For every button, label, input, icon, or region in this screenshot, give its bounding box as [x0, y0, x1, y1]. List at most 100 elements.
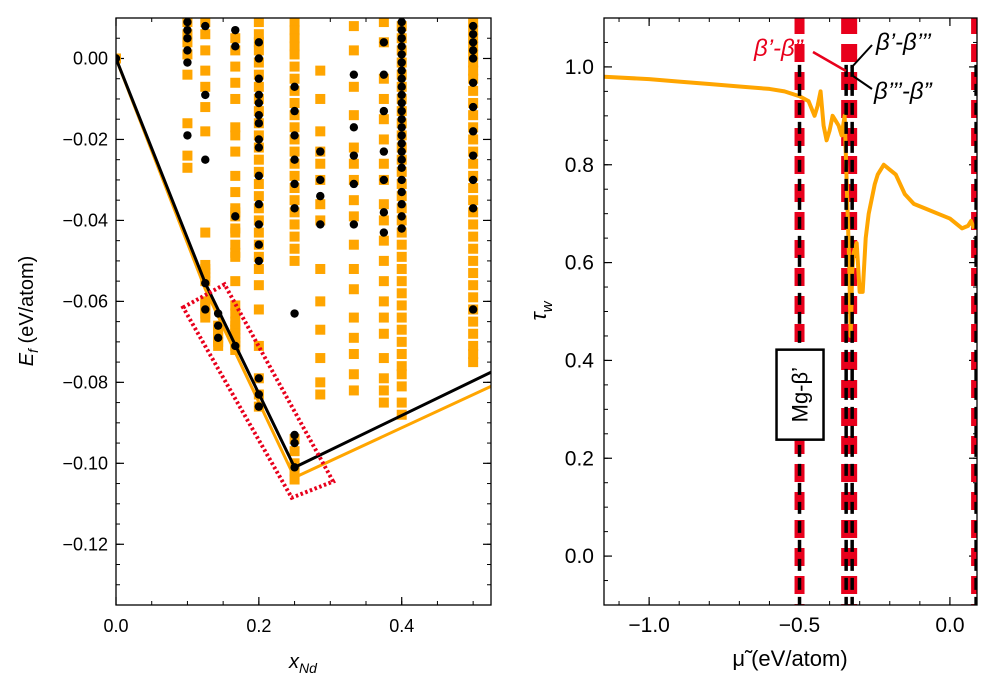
annotation-beta-prime-double: β’-β” — [753, 35, 804, 62]
dot-point-4-1 — [231, 42, 240, 51]
left-xlabel: xNd — [288, 651, 318, 676]
dot-point-7-1 — [316, 175, 325, 185]
square-point-9-18 — [378, 385, 389, 396]
square-point-6-20 — [289, 243, 300, 254]
square-point-5-15 — [253, 191, 264, 202]
square-point-1-7 — [182, 162, 193, 173]
square-point-5-0 — [253, 18, 264, 28]
dot-point-10-13 — [397, 123, 406, 132]
dot-point-2-3 — [201, 278, 210, 288]
square-point-4-15 — [230, 239, 241, 250]
square-point-8-12 — [348, 312, 359, 323]
right-ytick-label-1: 0.2 — [565, 447, 594, 470]
dot-point-10-3 — [397, 42, 406, 51]
square-point-6-26 — [289, 474, 300, 485]
dot-point-5-11 — [254, 220, 264, 229]
dot-point-10-23 — [397, 224, 406, 233]
square-point-10-20 — [396, 263, 407, 274]
square-point-11-24 — [468, 280, 479, 291]
dot-point-11-8 — [468, 151, 478, 160]
square-point-4-2 — [230, 61, 241, 72]
square-point-9-4 — [378, 114, 389, 125]
square-point-8-4 — [348, 142, 359, 153]
left-plot-area — [116, 18, 491, 501]
dot-point-1-1 — [183, 25, 192, 35]
dot-point-10-10 — [397, 98, 406, 108]
left-grid-ticks — [115, 18, 491, 605]
left-ytick-label-3: −0.06 — [62, 291, 108, 311]
square-point-9-10 — [378, 235, 389, 246]
square-point-5-14 — [253, 178, 264, 189]
dot-point-3-1 — [213, 321, 223, 330]
dot-point-6-6 — [290, 309, 299, 318]
square-point-11-19 — [468, 219, 479, 230]
right-grid-ticks — [604, 18, 977, 606]
dot-point-11-0 — [468, 21, 478, 31]
dot-point-11-7 — [468, 127, 478, 136]
square-point-8-3 — [348, 110, 359, 121]
square-point-4-17 — [230, 251, 241, 262]
dot-point-7-0 — [316, 147, 325, 156]
square-point-11-17 — [468, 195, 479, 206]
square-point-1-4 — [182, 69, 193, 80]
annotation-leader-black-1 — [850, 44, 873, 69]
square-point-4-9 — [230, 187, 241, 198]
square-point-11-16 — [468, 183, 479, 194]
square-point-5-12 — [253, 154, 264, 165]
square-point-9-0 — [378, 18, 389, 28]
square-point-7-6 — [315, 199, 326, 210]
square-point-8-8 — [348, 211, 359, 222]
left-ytick-label-1: −0.02 — [62, 129, 108, 149]
square-point-7-2 — [315, 126, 326, 137]
dot-point-11-5 — [468, 78, 478, 87]
mg-beta-label-box: Mg-β’ — [775, 348, 825, 441]
annotation-leader-red — [812, 50, 847, 73]
square-point-9-3 — [378, 93, 389, 104]
square-point-11-30 — [468, 349, 479, 360]
dot-point-1-0 — [183, 18, 192, 27]
square-point-8-15 — [348, 369, 359, 380]
dot-point-6-5 — [290, 204, 299, 213]
dot-point-10-22 — [397, 212, 406, 221]
square-point-4-5 — [230, 122, 241, 133]
right-axes-frame — [603, 17, 978, 606]
dot-point-11-2 — [468, 38, 478, 47]
square-point-9-13 — [378, 296, 389, 307]
square-point-10-19 — [396, 251, 407, 262]
dot-point-11-6 — [468, 102, 478, 112]
dot-point-9-1 — [379, 70, 389, 79]
dot-point-10-4 — [397, 50, 406, 59]
square-point-10-29 — [396, 369, 407, 380]
dot-point-2-0 — [201, 21, 210, 31]
dot-point-1-4 — [183, 58, 192, 67]
dot-point-7-3 — [316, 220, 325, 229]
dot-point-10-11 — [397, 106, 406, 116]
dot-point-1-2 — [183, 34, 192, 43]
mg-beta-label: Mg-β’ — [788, 367, 813, 422]
square-point-4-0 — [230, 33, 241, 44]
square-point-7-4 — [315, 158, 326, 169]
square-point-7-1 — [315, 93, 326, 104]
left-axes-frame — [115, 17, 492, 606]
square-point-8-10 — [348, 263, 359, 274]
dot-point-5-3 — [254, 90, 264, 100]
hull-line-orange — [116, 57, 491, 479]
square-point-2-2 — [200, 45, 211, 56]
square-point-5-21 — [253, 263, 264, 274]
dot-point-3-2 — [213, 333, 223, 343]
square-point-6-10 — [289, 122, 300, 133]
square-point-10-24 — [396, 312, 407, 323]
right-ytick-label-5: 1.0 — [565, 56, 594, 79]
square-point-11-20 — [468, 231, 479, 242]
square-point-11-10 — [468, 110, 479, 121]
right-xlabel: μ̃ (eV/atom) — [732, 646, 847, 671]
dot-point-5-6 — [254, 119, 264, 128]
square-point-6-19 — [289, 231, 300, 242]
dot-point-11-11 — [468, 305, 478, 314]
dot-point-8-2 — [349, 151, 359, 160]
square-point-9-17 — [378, 373, 389, 384]
dot-point-9-5 — [379, 208, 389, 217]
dot-point-10-2 — [397, 34, 406, 43]
square-point-10-21 — [396, 276, 407, 287]
